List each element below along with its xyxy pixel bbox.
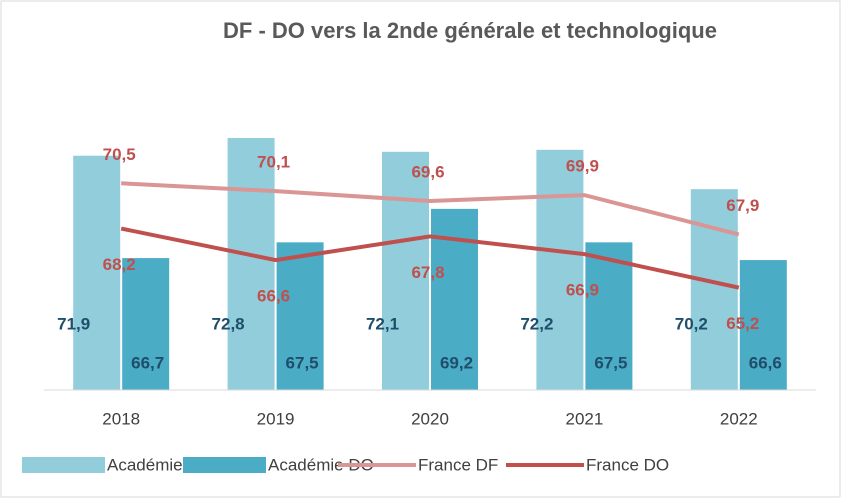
- data-label: 66,6: [257, 287, 290, 306]
- data-label: 67,8: [411, 263, 444, 282]
- x-tick-label: 2018: [102, 409, 140, 428]
- data-label: 69,2: [440, 353, 473, 372]
- bar: [73, 155, 121, 390]
- data-label: 66,9: [566, 281, 599, 300]
- data-label: 68,2: [103, 255, 136, 274]
- legend-swatch: [183, 457, 266, 473]
- bar: [122, 258, 170, 390]
- legend-label: France DO: [586, 455, 669, 474]
- data-label: 72,2: [520, 314, 553, 333]
- legend-label: Académie DO: [268, 455, 374, 474]
- x-tick-label: 2019: [257, 409, 295, 428]
- data-label: 65,2: [726, 314, 759, 333]
- line: [120, 226, 740, 290]
- data-label: 70,2: [675, 314, 708, 333]
- legend-swatch: [22, 457, 105, 473]
- bar: [585, 242, 633, 390]
- legend-label: France DF: [418, 455, 498, 474]
- data-label: 66,7: [131, 353, 164, 372]
- line: [121, 181, 740, 237]
- data-label: 67,5: [594, 353, 627, 372]
- data-label: 70,5: [103, 145, 136, 164]
- data-label: 69,9: [566, 157, 599, 176]
- chart-title: DF - DO vers la 2nde générale et technol…: [223, 18, 717, 43]
- data-label: 67,9: [726, 196, 759, 215]
- bar: [690, 189, 738, 390]
- bar: [276, 242, 324, 390]
- bar: [382, 151, 429, 390]
- x-tick-label: 2020: [411, 409, 449, 428]
- data-label: 66,6: [749, 353, 782, 372]
- bar: [227, 138, 275, 390]
- data-label: 69,6: [411, 162, 444, 181]
- x-tick-label: 2021: [565, 409, 603, 428]
- bar: [536, 149, 584, 390]
- data-label: 67,5: [286, 353, 319, 372]
- x-tick-label: 2022: [720, 409, 758, 428]
- data-label: 72,1: [366, 314, 399, 333]
- bar: [739, 260, 787, 390]
- data-label: 71,9: [57, 314, 90, 333]
- data-label: 72,8: [212, 314, 245, 333]
- data-label: 70,1: [257, 153, 290, 172]
